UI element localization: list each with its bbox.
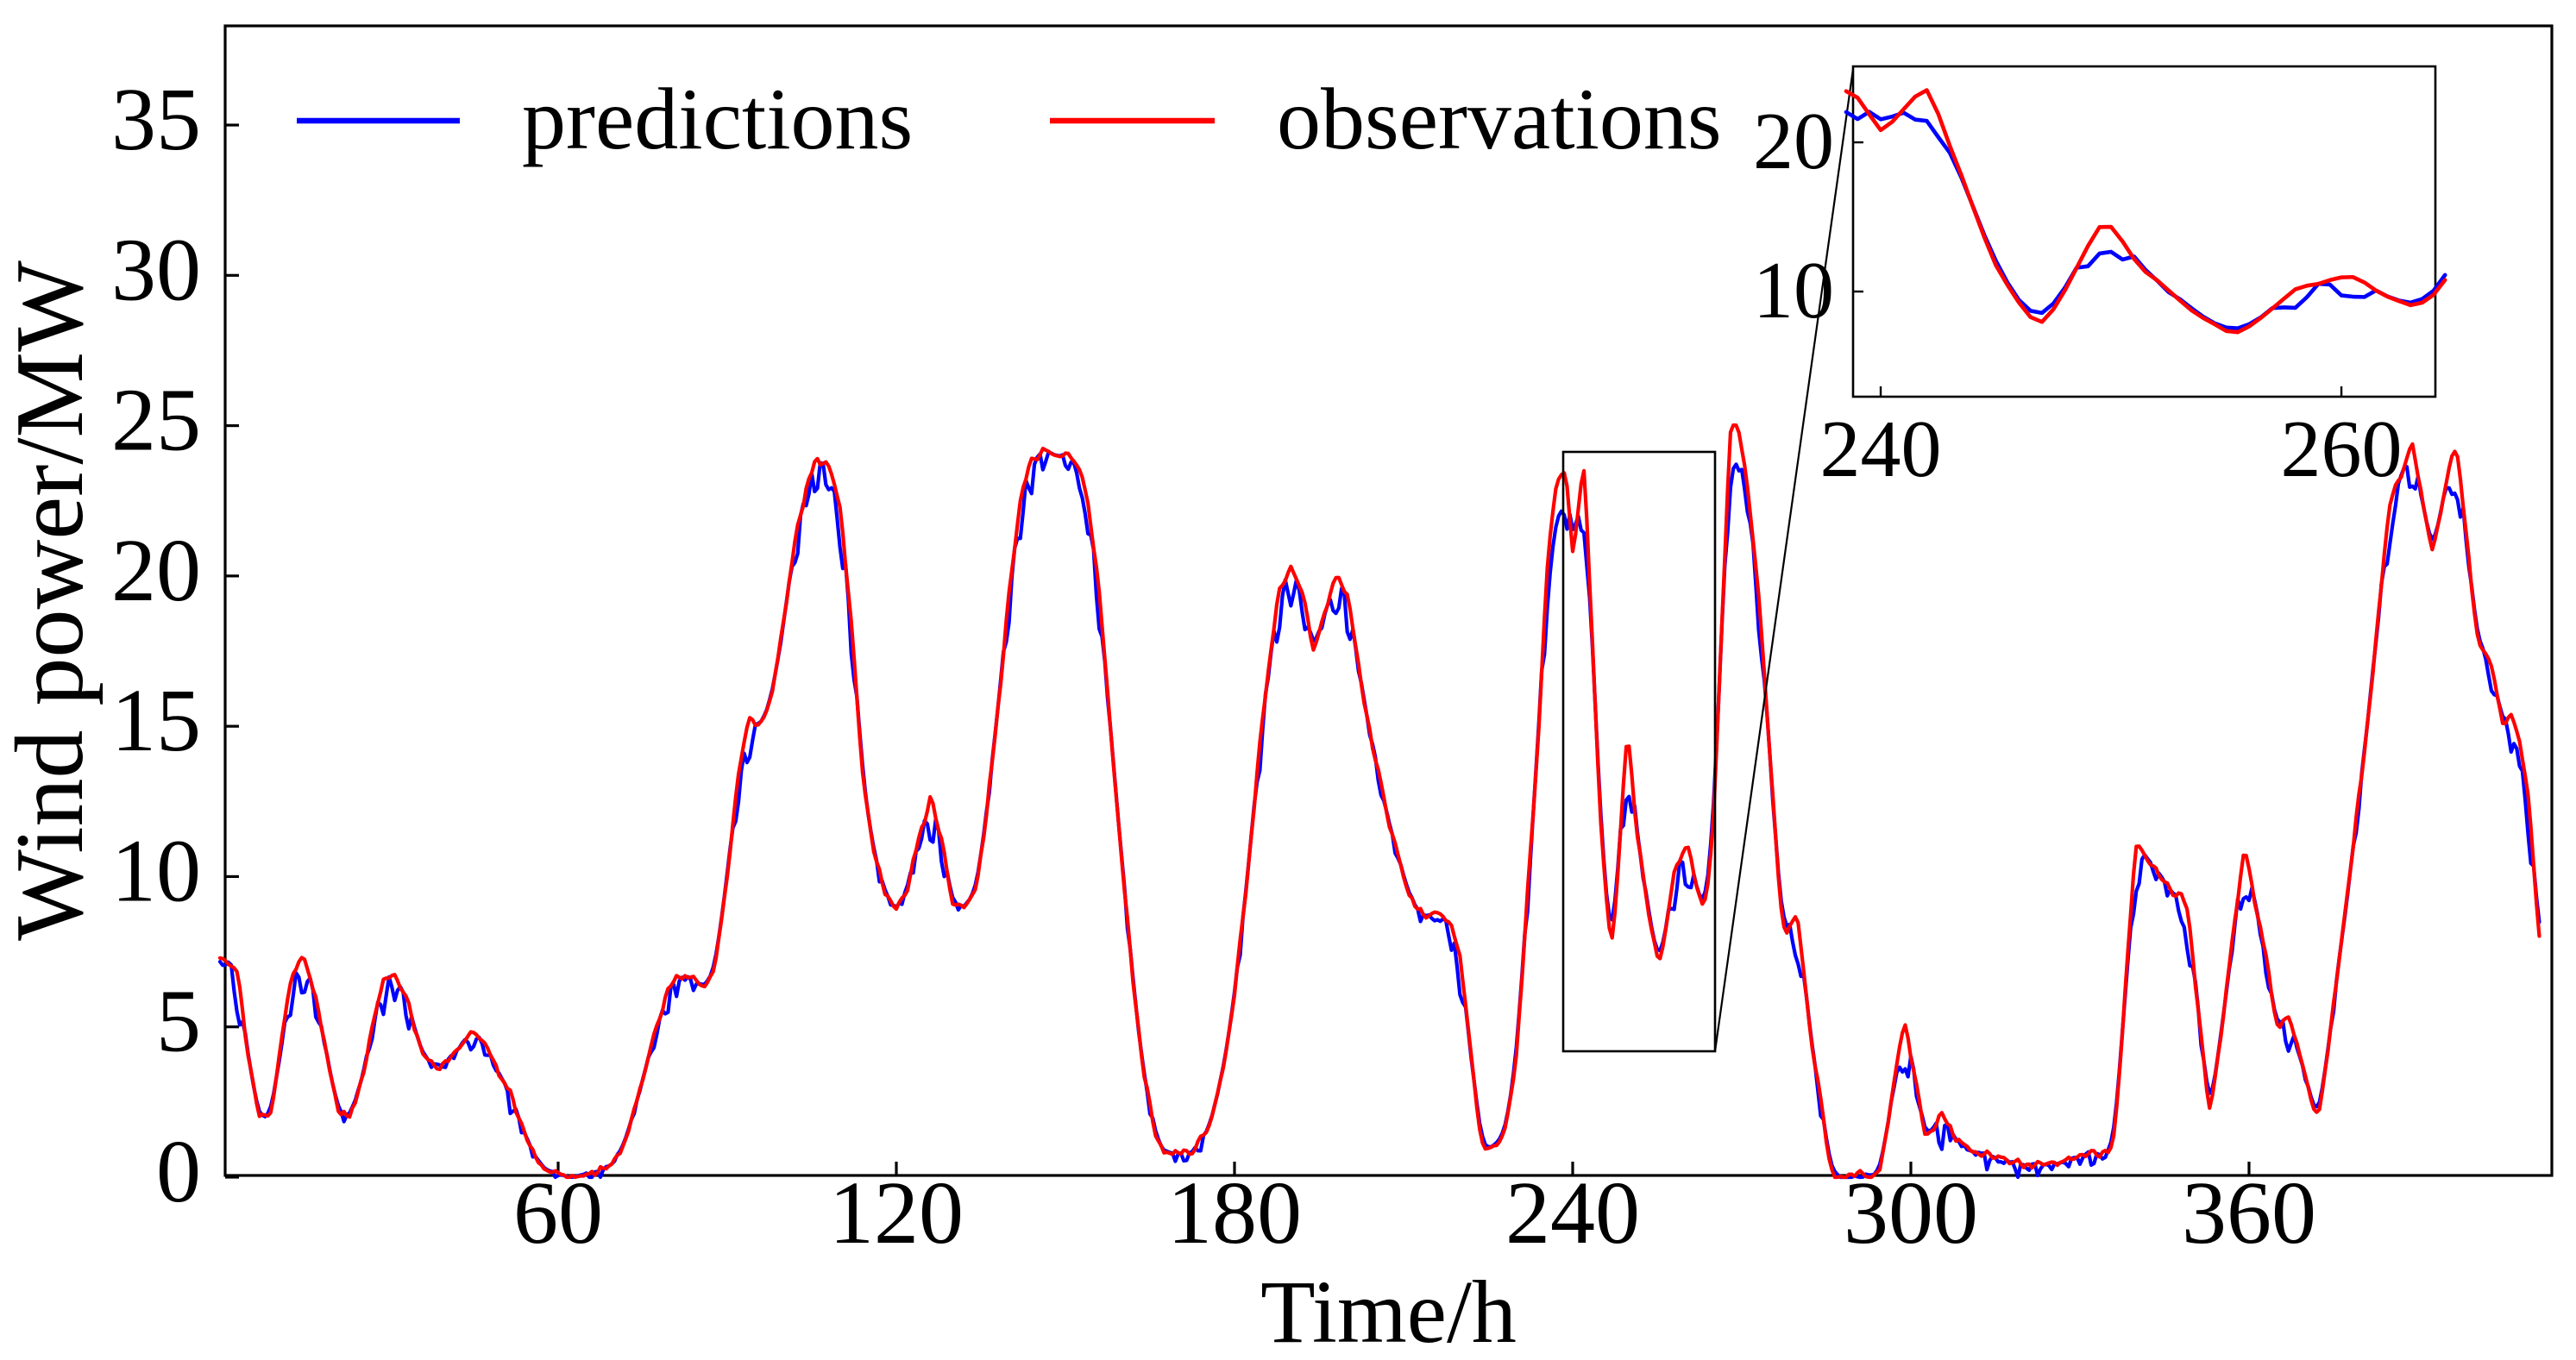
- svg-text:predictions: predictions: [522, 71, 913, 168]
- svg-text:180: 180: [1167, 1163, 1302, 1263]
- svg-text:120: 120: [829, 1163, 964, 1263]
- svg-text:240: 240: [1505, 1163, 1640, 1263]
- svg-text:260: 260: [2281, 404, 2403, 494]
- svg-text:observations: observations: [1277, 71, 1722, 168]
- svg-text:20: 20: [111, 521, 201, 620]
- svg-text:Wind power/MW: Wind power/MW: [0, 260, 104, 941]
- svg-text:35: 35: [111, 70, 201, 169]
- svg-text:30: 30: [111, 220, 201, 319]
- svg-text:0: 0: [156, 1122, 201, 1221]
- svg-text:5: 5: [156, 972, 201, 1071]
- svg-text:10: 10: [1753, 246, 1834, 335]
- svg-text:10: 10: [111, 821, 201, 920]
- svg-text:240: 240: [1820, 404, 1942, 494]
- svg-text:20: 20: [1753, 97, 1834, 186]
- svg-text:15: 15: [111, 671, 201, 770]
- svg-text:25: 25: [111, 371, 201, 470]
- svg-text:Time/h: Time/h: [1260, 1263, 1517, 1360]
- svg-text:360: 360: [2182, 1163, 2316, 1263]
